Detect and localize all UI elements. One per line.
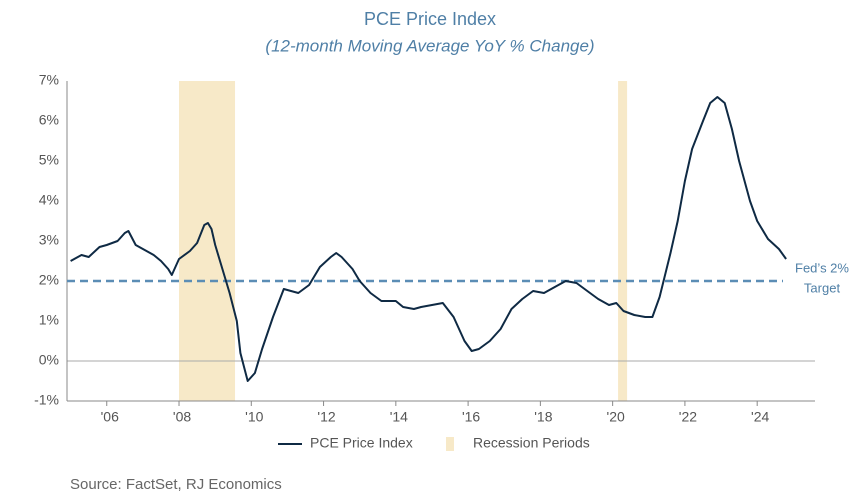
y-tick-label: 0% (39, 352, 59, 368)
x-tick-label: '24 (751, 409, 769, 425)
y-tick-label: 6% (39, 112, 59, 128)
target-label: Target (804, 280, 841, 295)
chart-subtitle: (12-month Moving Average YoY % Change) (265, 36, 594, 55)
x-tick-label: '06 (101, 409, 119, 425)
legend-label: Recession Periods (473, 435, 590, 451)
x-tick-label: '18 (534, 409, 552, 425)
x-tick-label: '14 (390, 409, 408, 425)
x-tick-label: '10 (245, 409, 263, 425)
y-tick-label: 2% (39, 272, 59, 288)
x-tick-label: '22 (679, 409, 697, 425)
x-tick-label: '08 (173, 409, 191, 425)
source: Source: FactSet, RJ Economics (70, 476, 282, 493)
chart-title: PCE Price Index (364, 9, 496, 29)
y-tick-label: 5% (39, 152, 59, 168)
target-label: Fed’s 2% (795, 260, 849, 275)
recession-band (179, 81, 236, 401)
y-tick-label: 7% (39, 72, 59, 88)
y-tick-label: 4% (39, 192, 59, 208)
y-tick-label: -1% (34, 392, 59, 408)
legend-swatch (446, 437, 454, 451)
x-tick-label: '16 (462, 409, 480, 425)
recession-band (618, 81, 628, 401)
legend-label: PCE Price Index (310, 435, 413, 451)
pce-line (70, 96, 787, 382)
x-tick-label: '12 (317, 409, 335, 425)
y-tick-label: 3% (39, 232, 59, 248)
x-tick-label: '20 (607, 409, 625, 425)
y-tick-label: 1% (39, 312, 59, 328)
